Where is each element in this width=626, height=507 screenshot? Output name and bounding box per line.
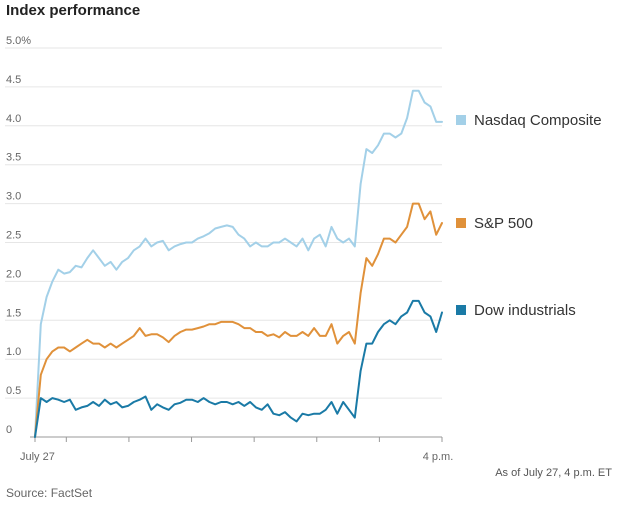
grid-lines: [5, 47, 442, 399]
legend-label: S&P 500: [474, 215, 533, 232]
x-axis: July 27 4 p.m.: [20, 436, 454, 463]
y-tick-label: 2.0: [6, 268, 21, 280]
y-tick-label: 3.5: [6, 152, 21, 164]
source-note: Source: FactSet: [6, 486, 93, 500]
legend-label: Dow industrials: [474, 302, 576, 319]
series-line-0: [34, 89, 443, 438]
legend-swatch: [456, 115, 466, 125]
y-axis-tick-labels: 5.0% 4.5 4.0 3.5 3.0 2.5 2.0 1.5 1.0 0.5 0: [6, 35, 31, 436]
y-tick-label: 0.5: [6, 385, 21, 397]
legend: Nasdaq Composite S&P 500 Dow industrials: [456, 112, 602, 319]
chart-title: Index performance: [6, 2, 141, 19]
legend-label: Nasdaq Composite: [474, 112, 602, 129]
y-tick-label: 0: [6, 424, 12, 436]
y-tick-label: 1.5: [6, 307, 21, 319]
series-line-2: [34, 299, 443, 438]
x-tick-label-start: July 27: [20, 451, 55, 463]
y-tick-label: 3.0: [6, 191, 21, 203]
y-tick-label: 5.0%: [6, 35, 31, 47]
y-tick-label: 4.5: [6, 74, 21, 86]
y-tick-label: 4.0: [6, 113, 21, 125]
y-tick-label: 2.5: [6, 230, 21, 242]
as-of-note: As of July 27, 4 p.m. ET: [495, 467, 612, 479]
legend-swatch: [456, 218, 466, 228]
series-line-1: [34, 202, 443, 438]
y-tick-label: 1.0: [6, 346, 21, 358]
x-tick-label-end: 4 p.m.: [423, 451, 454, 463]
legend-swatch: [456, 305, 466, 315]
series-lines: [34, 89, 443, 438]
